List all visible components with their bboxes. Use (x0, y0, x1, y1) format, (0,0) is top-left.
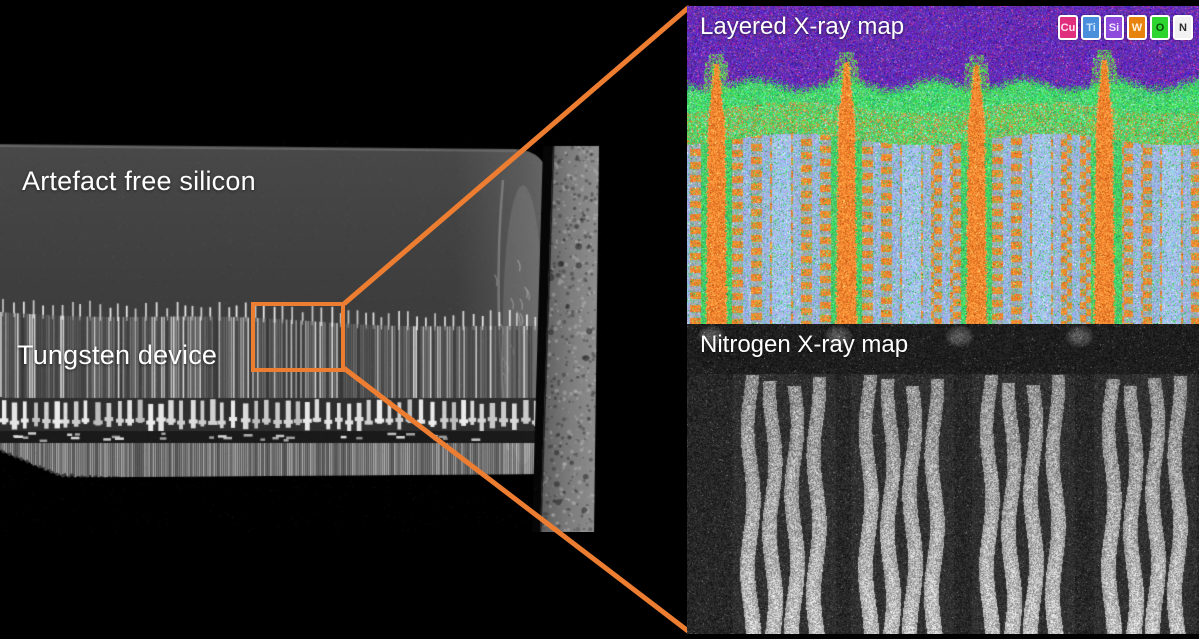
roi-rectangle (251, 302, 345, 372)
layered-xray-map-image (687, 6, 1199, 324)
element-badge-w: W (1127, 15, 1147, 40)
element-badge-ti: Ti (1081, 15, 1101, 40)
label-artefact-free-silicon: Artefact free silicon (22, 166, 256, 196)
nitrogen-map-title: Nitrogen X-ray map (700, 331, 909, 358)
nitrogen-xray-panel: Nitrogen X-ray map (687, 324, 1199, 634)
label-tungsten-device: Tungsten device (17, 340, 218, 370)
element-badge-n: N (1173, 15, 1193, 40)
element-badge-si: Si (1104, 15, 1124, 40)
layered-map-title: Layered X-ray map (700, 13, 905, 40)
nitrogen-xray-map-image (687, 324, 1199, 634)
layered-xray-panel: Layered X-ray map Cu Ti Si W O N (687, 6, 1199, 324)
element-badge-o: O (1150, 15, 1170, 40)
element-legend: Cu Ti Si W O N (1058, 15, 1193, 40)
element-badge-cu: Cu (1058, 15, 1078, 40)
